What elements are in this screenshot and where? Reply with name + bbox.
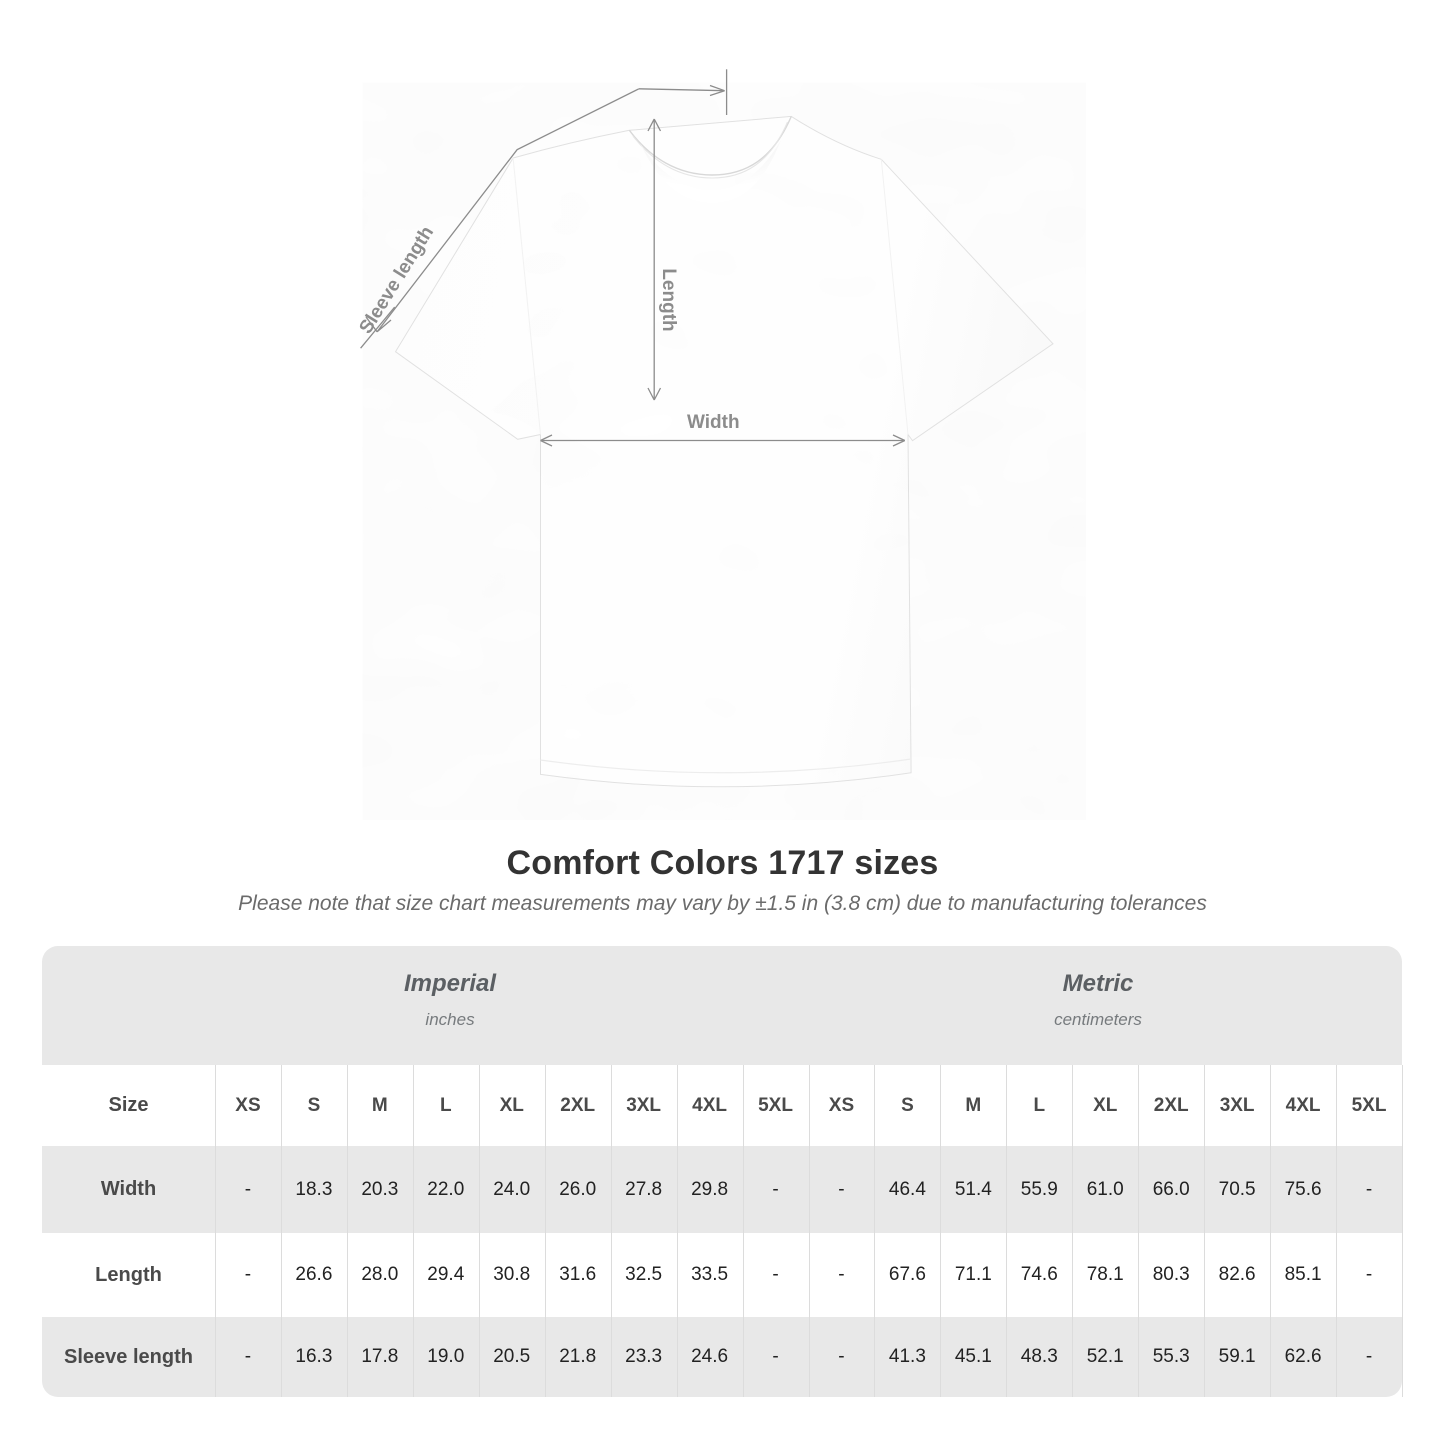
svg-text:Length: Length: [658, 268, 679, 331]
svg-text:Width: Width: [687, 412, 740, 433]
